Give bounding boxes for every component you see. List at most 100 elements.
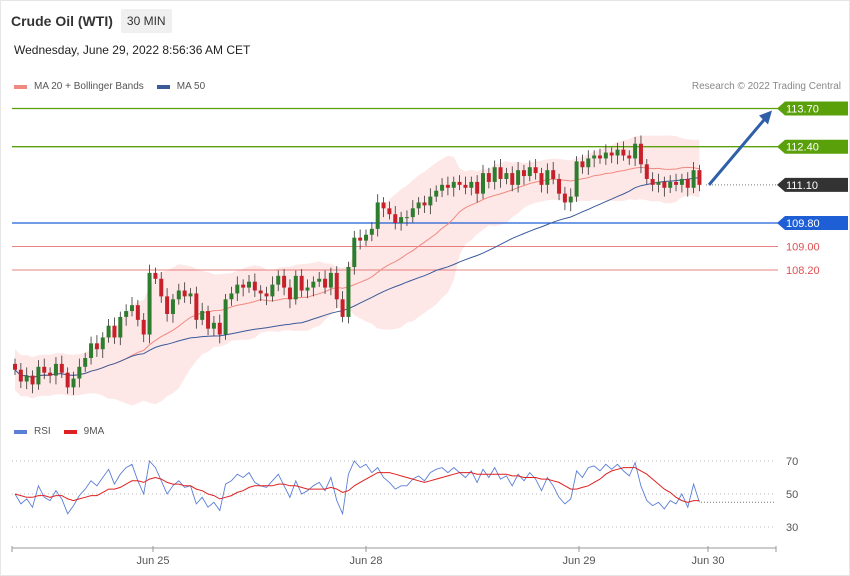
candle	[498, 159, 503, 188]
candle	[410, 200, 415, 223]
candle-body	[170, 299, 175, 314]
candle-body	[71, 378, 76, 388]
candle-body	[112, 325, 117, 338]
candle-body	[451, 181, 456, 188]
candle-body	[498, 167, 503, 179]
candle-body	[674, 181, 679, 185]
candle	[516, 161, 521, 193]
candle	[609, 147, 614, 164]
legend-9ma: 9MA	[63, 426, 104, 437]
candle-body	[369, 228, 374, 235]
legend-swatch-ma50	[156, 84, 170, 89]
candle	[399, 211, 404, 231]
candle	[53, 357, 58, 385]
candle-body	[551, 170, 556, 179]
candle	[217, 314, 222, 344]
candle	[346, 261, 351, 324]
level-label-109-80: 109.80	[786, 218, 820, 230]
candle	[36, 360, 41, 390]
candle-body	[334, 272, 339, 300]
candle	[521, 164, 526, 185]
x-tick-label: Jun 30	[691, 555, 724, 567]
candle-body	[364, 234, 368, 241]
candle-body	[176, 290, 181, 300]
candle	[615, 142, 620, 165]
interval-badge[interactable]: 30 MIN	[120, 9, 172, 33]
candle-body	[562, 193, 567, 203]
candle	[247, 274, 251, 293]
candle-body	[428, 196, 433, 206]
candle-body	[159, 278, 164, 297]
candle-body	[375, 202, 380, 229]
level-label-111-10: 111.10	[786, 180, 818, 192]
candle	[445, 176, 450, 196]
candle	[481, 164, 485, 199]
candle-body	[510, 173, 515, 185]
candle	[223, 294, 228, 340]
candle	[13, 358, 17, 376]
candle-body	[475, 181, 480, 194]
candle	[434, 185, 439, 202]
level-tag-111-10	[777, 177, 848, 192]
level-label-108-20: 108.20	[786, 265, 820, 277]
copyright-text: Research © 2022 Trading Central	[691, 81, 841, 92]
candle-body	[211, 322, 216, 329]
candle-body	[440, 184, 445, 191]
candle-body	[685, 178, 690, 188]
candle-body	[568, 196, 573, 203]
candle-body	[311, 281, 316, 288]
candle	[287, 279, 292, 309]
bollinger-band	[15, 135, 700, 406]
candle-body	[486, 173, 491, 182]
candle-body	[100, 337, 105, 350]
candle-body	[247, 281, 251, 288]
candle-body	[346, 267, 351, 317]
candle	[428, 188, 433, 215]
legend-ma50: MA 50	[156, 81, 205, 92]
level-label-109-00: 109.00	[786, 241, 820, 253]
candle	[170, 294, 175, 323]
candle-body	[463, 184, 468, 188]
candle	[334, 266, 339, 309]
x-tick-label: Jun 29	[562, 555, 595, 567]
candle-body	[650, 178, 655, 185]
candle-body	[24, 375, 29, 382]
candles	[13, 135, 702, 395]
candle	[580, 154, 585, 174]
candle-body	[264, 293, 269, 297]
candle-body	[592, 155, 597, 159]
candle-body	[153, 272, 158, 279]
candle	[270, 276, 275, 302]
candle	[574, 156, 579, 202]
candle	[404, 210, 409, 226]
candle-body	[223, 299, 228, 335]
candle	[106, 318, 111, 343]
candle-body	[94, 343, 99, 350]
candle-body	[410, 208, 415, 218]
level-label-112-40: 112.40	[786, 142, 819, 154]
candle	[293, 270, 298, 305]
candle	[206, 305, 211, 336]
candle	[276, 270, 281, 292]
candle	[264, 286, 269, 306]
candle	[182, 282, 187, 303]
legend-ma20: MA 20 + Bollinger Bands	[14, 81, 144, 92]
candle	[311, 276, 316, 297]
candle	[30, 370, 35, 394]
candle	[638, 135, 643, 174]
candle-body	[241, 284, 246, 288]
rsi-level-label-30: 30	[786, 522, 798, 534]
x-axis: Jun 25 Jun 28 Jun 29 Jun 30	[11, 546, 777, 567]
candle	[24, 367, 29, 390]
candle	[697, 164, 702, 192]
candle-body	[106, 325, 111, 338]
candle-body	[586, 158, 591, 168]
candle-body	[89, 343, 94, 359]
candle-body	[603, 152, 608, 159]
candle	[557, 173, 562, 201]
candle-body	[574, 161, 579, 197]
candle-body	[656, 181, 661, 185]
candle-body	[130, 305, 134, 312]
candle-body	[416, 202, 421, 209]
candle-body	[598, 155, 602, 159]
